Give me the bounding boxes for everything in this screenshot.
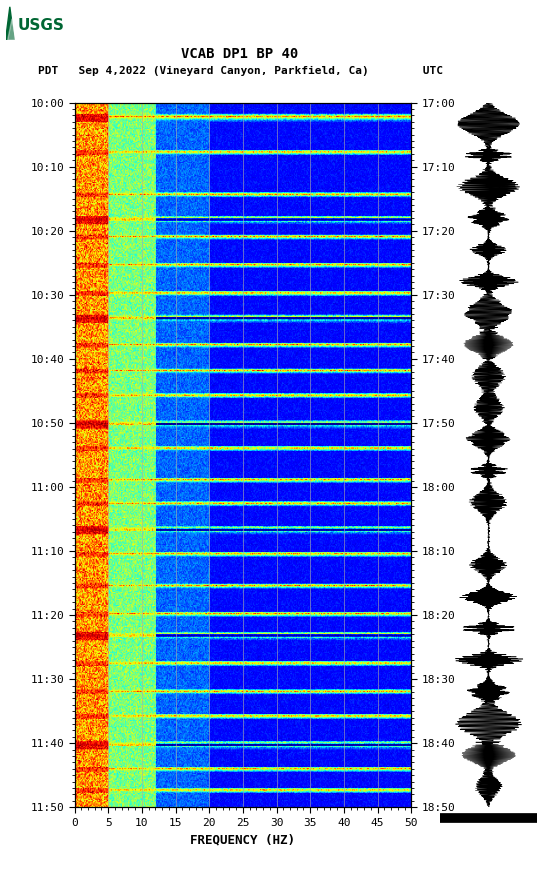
Text: PDT   Sep 4,2022 (Vineyard Canyon, Parkfield, Ca)        UTC: PDT Sep 4,2022 (Vineyard Canyon, Parkfie… <box>38 66 443 77</box>
X-axis label: FREQUENCY (HZ): FREQUENCY (HZ) <box>190 833 295 847</box>
Polygon shape <box>6 7 14 40</box>
Text: USGS: USGS <box>18 19 65 33</box>
Polygon shape <box>8 19 17 40</box>
Text: VCAB DP1 BP 40: VCAB DP1 BP 40 <box>182 46 299 61</box>
